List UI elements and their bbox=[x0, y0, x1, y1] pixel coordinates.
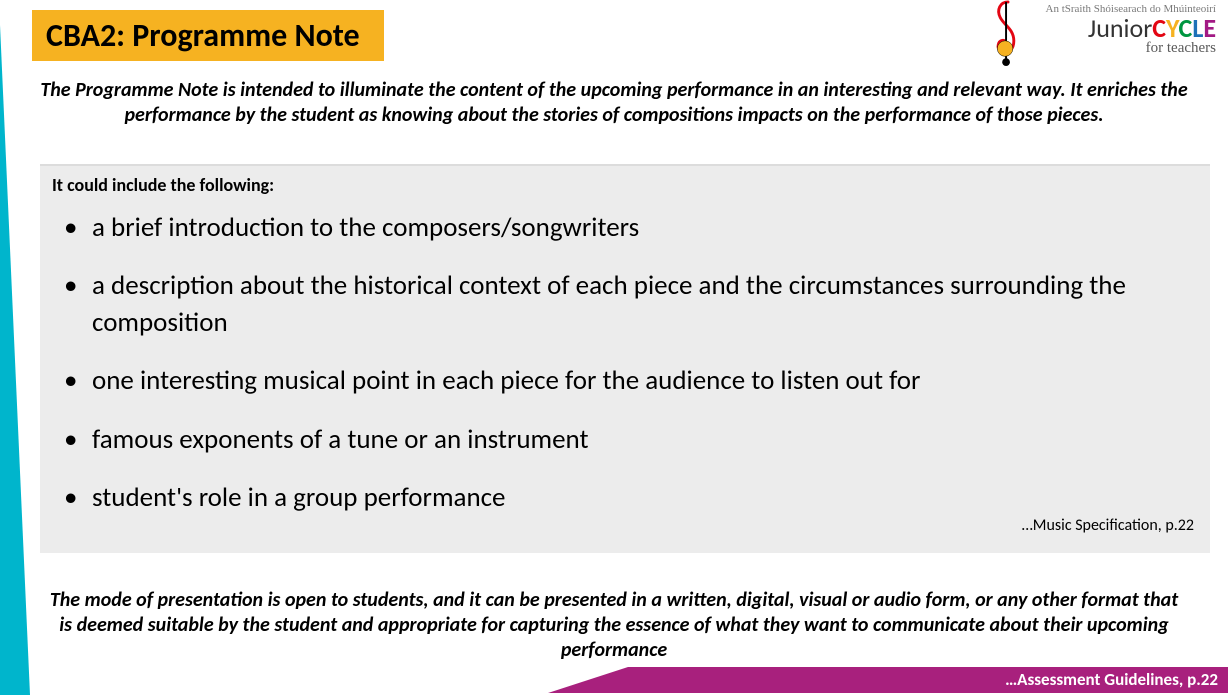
list-item: student's role in a group performance bbox=[64, 480, 1194, 516]
slide-title: CBA2: Programme Note bbox=[32, 10, 384, 61]
list-item: famous exponents of a tune or an instrum… bbox=[64, 422, 1194, 458]
intro-text: The Programme Note is intended to illumi… bbox=[40, 78, 1188, 128]
list-item: a brief introduction to the composers/so… bbox=[64, 210, 1194, 246]
footer-reference: …Assessment Guidelines, p.22 bbox=[548, 667, 1228, 693]
spec-reference: …Music Specification, p.22 bbox=[1022, 516, 1194, 535]
logo-wordmark: JuniorCYCLE bbox=[1046, 15, 1216, 41]
junior-cycle-logo: An tSraith Shóisearach do Mhúinteoirí Ju… bbox=[1046, 4, 1216, 56]
list-item: one interesting musical point in each pi… bbox=[64, 363, 1194, 399]
content-box: It could include the following: a brief … bbox=[40, 164, 1210, 553]
list-item: a description about the historical conte… bbox=[64, 268, 1194, 341]
outro-text: The mode of presentation is open to stud… bbox=[48, 588, 1180, 663]
slide: CBA2: Programme Note An tSraith Shóisear… bbox=[0, 0, 1228, 695]
treble-clef-icon bbox=[988, 0, 1028, 68]
box-heading: It could include the following: bbox=[52, 174, 1194, 196]
bullet-list: a brief introduction to the composers/so… bbox=[52, 210, 1194, 517]
logo-junior: Junior bbox=[1088, 12, 1152, 44]
left-triangle-decoration bbox=[0, 25, 30, 695]
